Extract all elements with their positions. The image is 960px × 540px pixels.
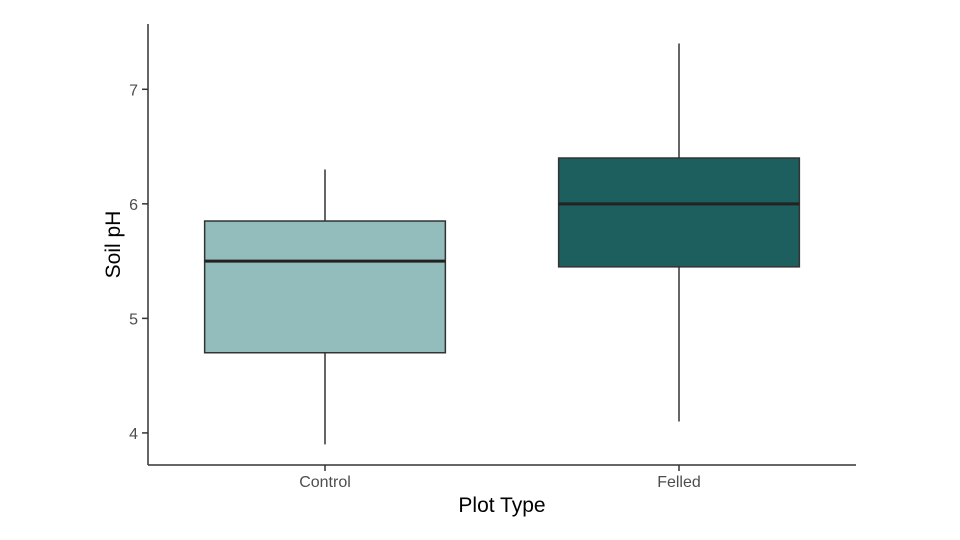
x-tick-label: Control bbox=[299, 474, 351, 491]
y-tick-label: 4 bbox=[129, 426, 138, 443]
y-tick-label: 6 bbox=[129, 197, 138, 214]
y-tick-label: 7 bbox=[129, 82, 138, 99]
iqr-box bbox=[557, 157, 801, 268]
x-axis-title: Plot Type bbox=[458, 494, 545, 517]
x-tick-label: Felled bbox=[657, 474, 701, 491]
y-tick-label: 5 bbox=[129, 311, 138, 328]
axes-layer bbox=[147, 24, 856, 466]
y-ticks: 4 5 6 7 bbox=[129, 82, 148, 443]
x-ticks: Control Felled bbox=[299, 465, 701, 491]
box-felled bbox=[557, 43, 801, 422]
y-axis-title: Soil pH bbox=[102, 211, 125, 279]
boxes-layer bbox=[203, 43, 801, 445]
iqr-box bbox=[203, 220, 447, 354]
box-control bbox=[203, 169, 447, 445]
